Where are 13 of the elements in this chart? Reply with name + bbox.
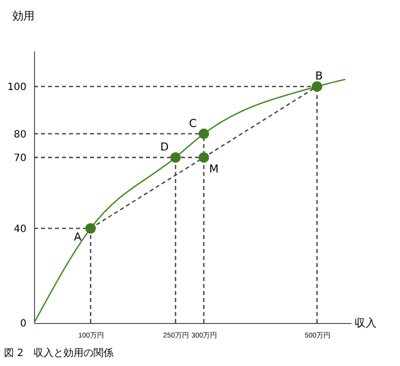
annotation: C — [188, 116, 197, 130]
y-tick-label: 0 — [20, 318, 26, 330]
annotation: D — [160, 140, 169, 154]
y-tick-label: 80 — [14, 129, 26, 140]
y-tick-label: 40 — [14, 224, 26, 235]
y-tick-label: 70 — [14, 152, 26, 164]
caption: 図 2 収入と効用の関係 — [4, 347, 114, 359]
y-axis-title: 効用 — [12, 10, 34, 22]
y-tick-label: 100 — [7, 82, 26, 93]
annotation: M — [209, 162, 219, 176]
annotation: B — [315, 69, 323, 82]
x-axis-title: 収入 — [354, 316, 376, 330]
annotation: A — [74, 230, 82, 244]
